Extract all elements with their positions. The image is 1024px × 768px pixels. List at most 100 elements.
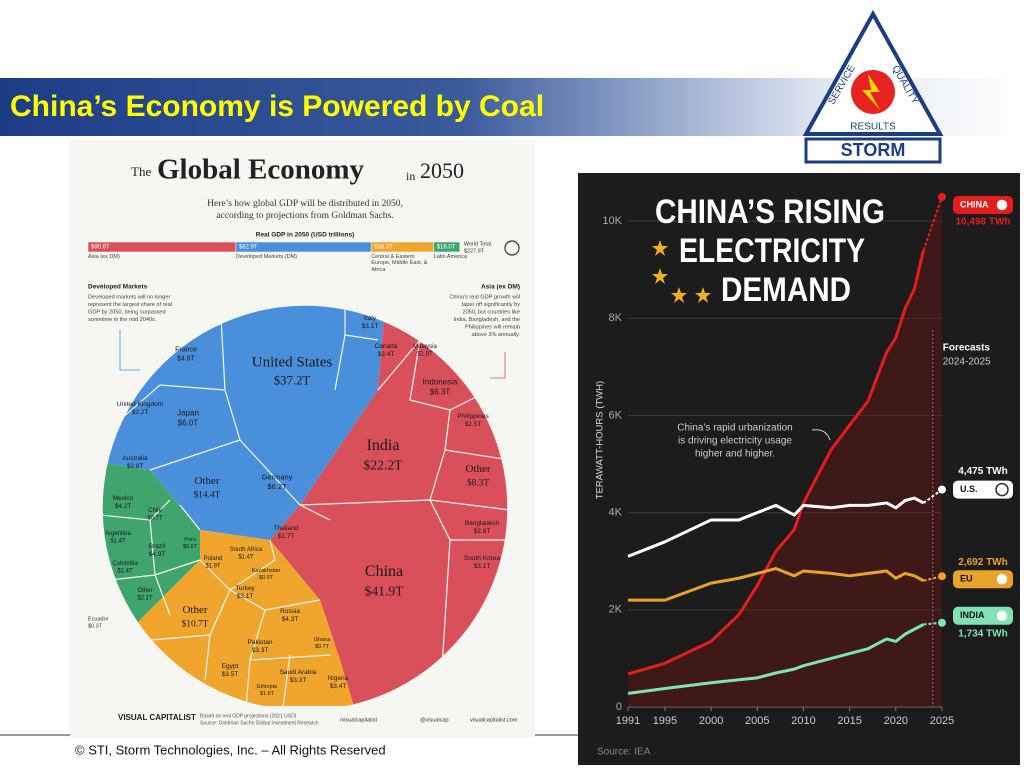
y-axis-label: TERAWATT-HOURS (TWH) [595,381,606,499]
title-part: Global Economy [157,154,365,186]
note-line: China’s real GDP growth will [449,294,520,300]
note-line: taper off significantly by [462,302,521,308]
bar-category: Latin America [434,254,467,260]
leader [490,352,506,379]
series-name: U.S. [960,484,978,494]
series-name: INDIA [960,610,985,620]
globe-icon [504,240,520,256]
region-value: $2.8T [127,463,144,470]
x-tick-label: 2005 [745,715,769,727]
region-value: $1.9T [205,563,221,569]
region-name: Brazil [149,543,166,550]
region-name: Poland [204,556,223,562]
series-name: CHINA [960,199,989,209]
chart-title: ELECTRICITY [679,232,865,270]
category-text: Developed Markets (DM) [235,254,298,260]
region-name: Other [465,463,490,475]
region-name: Canada [375,343,398,350]
region-value: $4.6T [177,355,196,362]
note-line: 2050, but countries like [462,309,520,315]
region-value: $6.2T [267,482,287,491]
end-point [938,572,946,581]
bar-category: Developed Markets (DM) [235,254,298,260]
region-name: Other [182,604,207,616]
end-point [938,485,946,494]
region-name: India [367,437,400,454]
note-line: India, Bangladesh, and the [453,317,520,323]
series-value-label: 1,734 TWh [958,628,1007,639]
region-value: $3.3T [290,677,307,684]
title-part: in [406,169,415,183]
end-point [938,192,946,201]
region-name: Italy [364,315,377,322]
region-value: $3.1T [362,323,379,330]
region-value: $0.6T [183,544,198,550]
brand: VISUAL CAPITALIST [118,713,196,722]
category-text: Asia (ex DM) [88,254,120,260]
region-value: $1.4T [117,568,133,574]
region-value: $1.4T [110,538,126,544]
region-value: $6.0T [178,418,199,427]
gdp-infographic: The Global Economy in 2050 Here’s how gl… [70,140,535,738]
bar-segment [87,241,237,253]
slide-title: China’s Economy is Powered by Coal [10,90,544,123]
x-tick-label: 1991 [616,715,640,727]
region-name: Ecuador [88,616,109,622]
social: /visualcapitalist [340,717,377,723]
region-name: Philippines [457,413,489,420]
region-name: Germany [262,472,293,481]
x-tick-label: 2000 [699,715,723,727]
y-tick-label: 0 [616,701,622,713]
region-name: Indonesia [423,377,458,386]
logo-name: STORM [841,140,906,160]
region-value: $0.7T [147,515,163,521]
flag-icon [995,482,1009,497]
series-value-label: 2,692 TWh [958,557,1007,568]
footer-band [70,706,535,738]
region-value: $4.2T [115,503,132,510]
note-line: Developed markets will no longer [88,294,171,300]
region-name: China [365,563,403,580]
region-value: $3.5T [222,671,239,678]
region-name: Saudi Arabia [280,669,317,676]
y-tick-label: 10K [602,215,622,227]
footnote: Based on real GDP projections (2021 USD) [200,713,297,719]
region-name: Ghana [314,637,331,643]
region-value: $3.1T [237,593,254,600]
region-name: Malaysia [413,344,437,350]
region-name: Other [137,588,152,594]
slide-footer: © STI, Storm Technologies, Inc. – All Ri… [75,742,386,757]
region-name: Argentina [105,531,131,537]
stars [652,240,711,303]
x-tick-label: 2010 [791,715,815,727]
region-value: $1.4T [238,554,254,560]
region-value: $3.4T [378,351,395,358]
series-value-label: 10,498 TWh [955,217,1010,228]
note-line: Philippines will remain [465,324,520,330]
region-value: $1.6T [260,691,275,697]
total-value: $227.9T [464,248,485,254]
region-name: Kazakhstan [252,568,281,574]
region-name: Thailand [274,525,299,532]
category-text: Central & Eastern Europe, Middle East, &… [371,254,428,273]
social: @visualcap [420,717,449,723]
region-name: United States [252,354,333,370]
series-value-label: 4,475 TWh [958,466,1007,477]
social: visualcapitalist.com [470,717,518,723]
region-name: Egypt [222,663,239,670]
annotation: is driving electricity usage [678,436,792,447]
region-name: Peru [184,537,196,543]
region-value: $0.9T [259,575,274,581]
forecast-years: 2024-2025 [943,357,991,368]
region-name: South Korea [464,555,501,562]
region-value: $3.4T [330,683,347,690]
x-tick-label: 1995 [653,715,677,727]
region-name: Australia [122,455,148,462]
note-heading: Asia (ex DM) [481,284,520,291]
series-line [627,623,925,695]
series-name: EU [960,574,973,584]
region-name: Pakistan [248,639,273,646]
note-line: above 3% annually. [472,332,521,338]
